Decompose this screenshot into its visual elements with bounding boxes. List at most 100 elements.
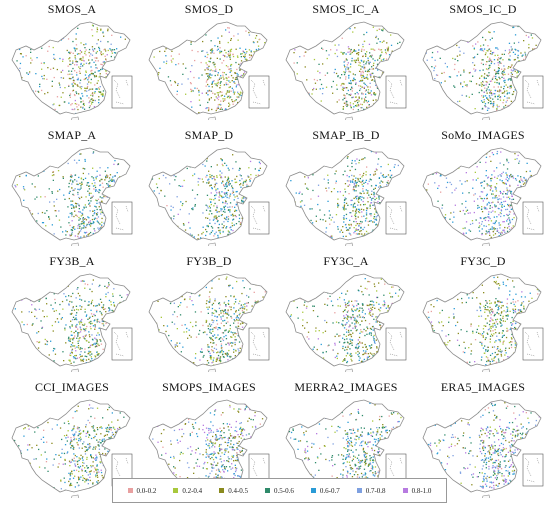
station-point [528, 47, 530, 49]
station-point [365, 84, 368, 87]
station-point [368, 194, 370, 196]
station-point [363, 113, 366, 114]
station-point [297, 153, 299, 155]
station-point [250, 68, 253, 71]
station-point [488, 60, 490, 62]
station-point [158, 192, 160, 195]
station-point [517, 175, 519, 177]
station-point [73, 94, 76, 96]
station-point [70, 229, 72, 231]
station-point [56, 96, 59, 98]
station-point [444, 214, 447, 216]
station-point [317, 195, 320, 197]
station-point [20, 238, 23, 240]
station-point [228, 80, 230, 82]
station-point [77, 108, 79, 111]
station-point [106, 174, 108, 176]
station-point [357, 198, 360, 200]
station-point [446, 172, 449, 174]
station-point [216, 97, 218, 99]
station-point [222, 100, 225, 102]
station-point [234, 209, 237, 211]
station-point [446, 100, 449, 102]
station-point [49, 34, 51, 37]
station-point [36, 220, 38, 222]
station-point [201, 50, 203, 52]
station-point [514, 89, 517, 91]
country-border [422, 21, 542, 115]
station-point [153, 35, 155, 37]
station-point [494, 89, 496, 92]
station-point [189, 71, 192, 73]
station-point [329, 223, 331, 225]
station-point [371, 233, 374, 235]
station-point [348, 176, 350, 178]
station-point [464, 227, 466, 229]
station-point [501, 231, 503, 233]
station-point [208, 99, 210, 101]
station-point [154, 157, 156, 159]
station-point [379, 67, 381, 70]
station-point [526, 184, 528, 186]
station-point [220, 81, 222, 83]
station-point [446, 233, 448, 235]
station-point [239, 91, 242, 93]
station-point [217, 74, 219, 76]
station-point [82, 65, 84, 67]
station-point [109, 179, 111, 181]
station-point [482, 44, 485, 46]
station-point [240, 94, 242, 97]
station-point [98, 76, 100, 78]
station-point [98, 88, 100, 90]
station-point [387, 61, 389, 63]
station-point [428, 98, 430, 100]
station-point [531, 37, 534, 39]
station-point [486, 88, 488, 90]
station-point [213, 235, 215, 237]
station-point [387, 174, 390, 176]
station-point [221, 35, 223, 37]
station-point [59, 86, 61, 89]
station-point [262, 51, 264, 54]
station-point [232, 213, 234, 215]
station-point [176, 93, 178, 96]
station-point [336, 55, 339, 58]
station-point [512, 26, 514, 29]
station-point [530, 181, 533, 183]
station-point [79, 82, 81, 84]
station-point [383, 94, 386, 96]
station-point [344, 60, 346, 62]
station-point [319, 88, 321, 90]
station-point [198, 94, 200, 96]
station-point [518, 89, 520, 92]
station-point [377, 163, 379, 165]
station-point [363, 182, 365, 184]
station-point [104, 230, 106, 232]
station-point [81, 212, 83, 214]
station-point [243, 87, 246, 90]
station-point [295, 222, 297, 225]
station-point [100, 227, 102, 229]
station-point [390, 34, 392, 36]
station-point [97, 80, 99, 82]
station-point [202, 231, 204, 234]
station-point [519, 68, 521, 70]
station-point [220, 214, 223, 217]
station-point [231, 225, 234, 227]
station-point [219, 69, 221, 71]
station-point [81, 214, 84, 216]
station-point [504, 79, 506, 81]
station-point [96, 175, 98, 177]
station-point [83, 235, 85, 237]
station-point [394, 193, 397, 195]
station-point [77, 27, 79, 29]
station-point [471, 220, 474, 222]
station-point [221, 163, 223, 165]
station-point [244, 109, 246, 111]
station-point [356, 105, 358, 107]
station-point [99, 184, 101, 187]
station-point [360, 199, 363, 201]
station-point [401, 186, 403, 188]
station-point [394, 62, 396, 64]
station-point [497, 175, 499, 177]
